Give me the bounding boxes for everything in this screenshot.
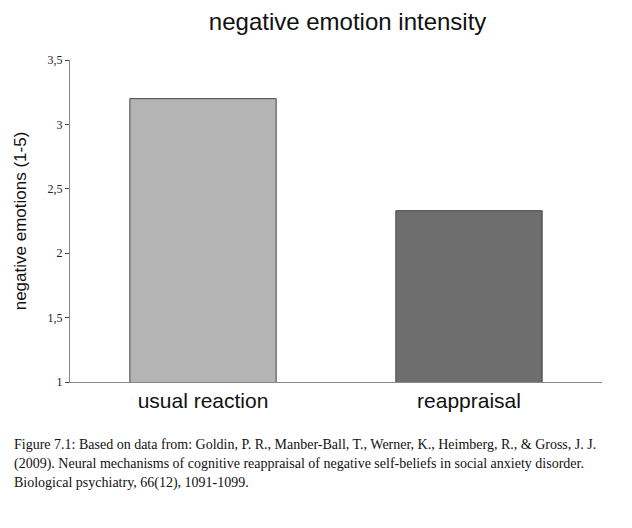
svg-text:negative emotions (1-5): negative emotions (1-5) — [11, 132, 30, 311]
svg-text:2,5: 2,5 — [48, 182, 63, 196]
svg-text:2: 2 — [57, 246, 63, 260]
svg-text:negative emotion intensity: negative emotion intensity — [209, 8, 487, 35]
svg-text:3: 3 — [57, 118, 63, 132]
html-text:Figure 7.1: Based on data from: Figure 7.1: Based on data from: Goldin, … — [14, 437, 597, 490]
svg-text:3,5: 3,5 — [48, 53, 63, 67]
svg-text:1,5: 1,5 — [48, 311, 63, 325]
svg-text:usual reaction: usual reaction — [138, 389, 269, 412]
svg-text:1: 1 — [57, 375, 63, 389]
svg-text:reappraisal: reappraisal — [417, 389, 521, 412]
